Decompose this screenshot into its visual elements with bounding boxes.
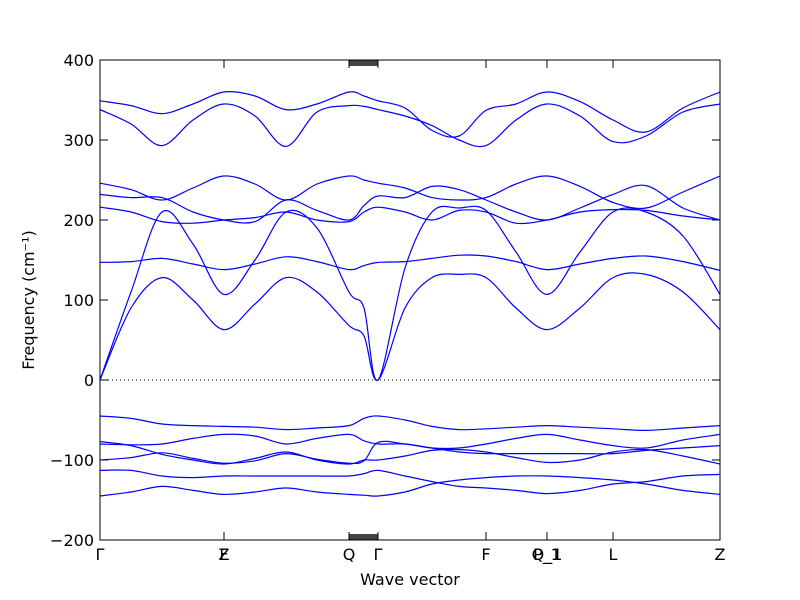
band-line (99, 175, 721, 210)
band-line (99, 254, 721, 271)
y-tick-label: 200 (63, 211, 94, 230)
y-tick-label: 0 (84, 371, 94, 390)
y-tick-label: 300 (63, 131, 94, 150)
band-line (99, 103, 721, 148)
plot-frame (99, 59, 721, 541)
x-tick-label: Z (715, 545, 726, 564)
x-tick-label: Q_1 (532, 545, 563, 565)
band-line (99, 415, 721, 432)
band-line (99, 475, 721, 497)
band-line (99, 272, 721, 381)
band-line (99, 441, 721, 465)
band-line (99, 91, 721, 138)
x-tick-label: Z (219, 545, 230, 564)
x-tick-label: F (481, 545, 490, 564)
y-axis-label: Frequency (cm⁻¹) (19, 230, 38, 369)
band-line (99, 205, 721, 381)
segment-marker (349, 60, 378, 66)
y-tick-label: −100 (50, 451, 94, 470)
x-tick-label: Γ (96, 545, 105, 564)
x-tick-label: P_1 (533, 545, 561, 565)
x-tick-label: L (609, 545, 618, 564)
x-tick-label: Γ (374, 545, 383, 564)
band-line (99, 433, 721, 450)
y-tick-label: −200 (50, 531, 94, 550)
y-tick-label: 400 (63, 51, 94, 70)
band-line (99, 440, 721, 465)
x-tick-label: Q (343, 545, 356, 564)
x-axis-label: Wave vector (360, 570, 460, 589)
band-line (99, 469, 721, 495)
x-tick-label: F (219, 545, 228, 564)
segment-marker (349, 534, 378, 540)
band-line (99, 184, 721, 224)
band-line (99, 206, 721, 225)
y-tick-label: 100 (63, 291, 94, 310)
